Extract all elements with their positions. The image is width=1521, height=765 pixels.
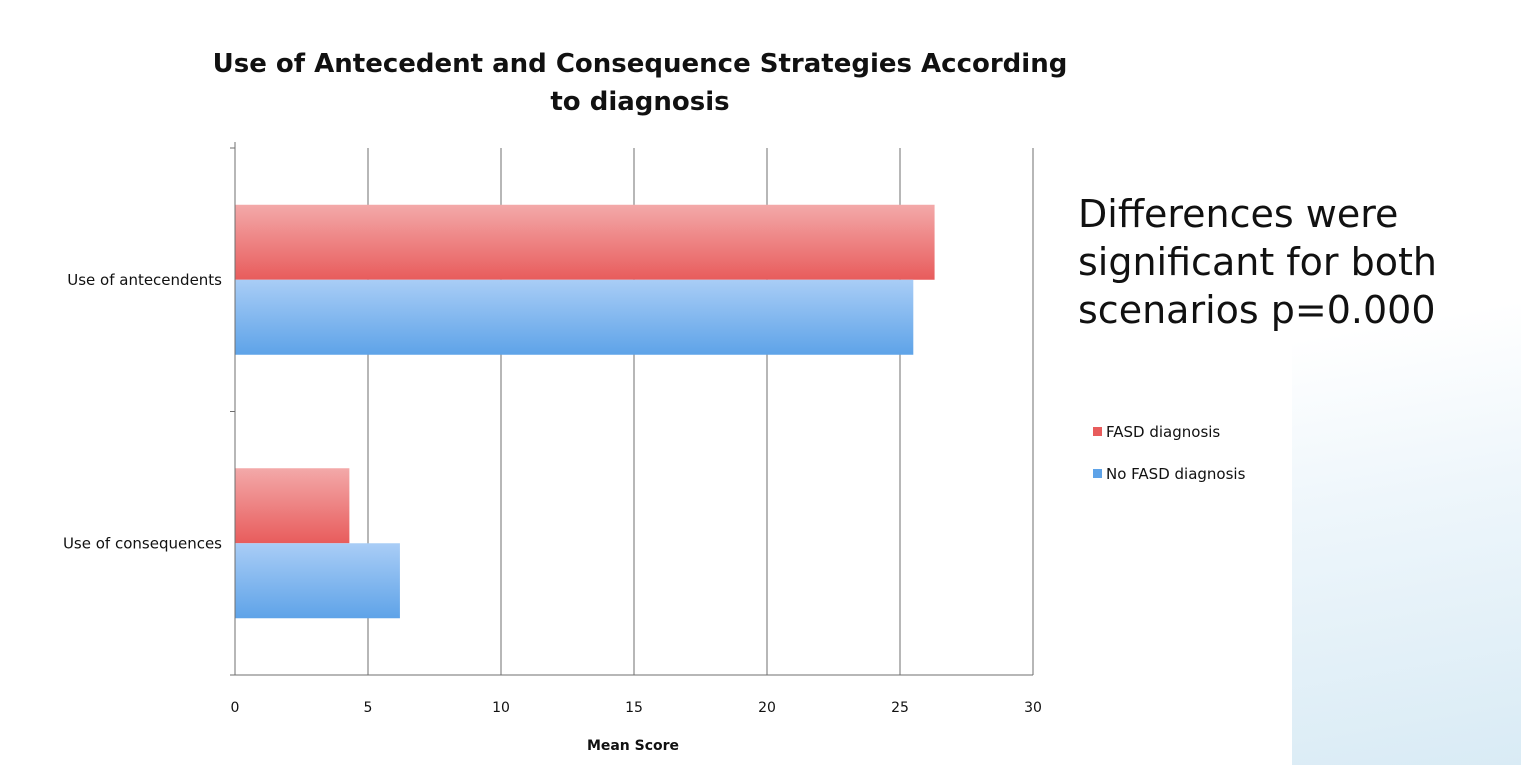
chart-title-line-2: to diagnosis (550, 87, 729, 117)
significance-note-line-2: significant for both (1078, 240, 1437, 284)
significance-note-line-1: Differences were (1078, 192, 1399, 236)
legend-swatch-no-fasd (1093, 469, 1102, 478)
bar-fasd-consequences (235, 468, 350, 544)
chart-title: Use of Antecedent and Consequence Strate… (213, 49, 1068, 117)
x-tick-label: 0 (231, 700, 240, 716)
category-labels: Use of antecendents Use of consequences (63, 271, 222, 553)
significance-note: Differences were significant for both sc… (1078, 190, 1518, 334)
x-axis-title: Mean Score (587, 738, 679, 754)
x-tick-label: 10 (492, 700, 510, 716)
legend-label-fasd: FASD diagnosis (1106, 423, 1220, 441)
legend: FASD diagnosis No FASD diagnosis (1093, 423, 1246, 483)
significance-note-line-3: scenarios p=0.000 (1078, 288, 1436, 332)
x-tick-label: 5 (364, 700, 373, 716)
category-label: Use of consequences (63, 534, 222, 552)
x-tick-labels: 0 5 10 15 20 25 30 (231, 700, 1042, 716)
x-tick-label: 20 (758, 700, 776, 716)
x-tick-label: 15 (625, 700, 643, 716)
axes (230, 142, 1033, 676)
bar-chart: Use of Antecedent and Consequence Strate… (63, 49, 1246, 754)
bar-no-fasd-antecedents (235, 279, 914, 355)
bar-fasd-antecedents (235, 204, 935, 280)
chart-title-line-1: Use of Antecedent and Consequence Strate… (213, 49, 1068, 79)
bar-no-fasd-consequences (235, 543, 400, 619)
legend-swatch-fasd (1093, 427, 1102, 436)
chart-panel: Use of Antecedent and Consequence Strate… (62, 49, 1437, 754)
x-tick-label: 30 (1024, 700, 1042, 716)
legend-label-no-fasd: No FASD diagnosis (1106, 465, 1246, 483)
x-tick-label: 25 (891, 700, 909, 716)
bars (235, 204, 935, 619)
category-label: Use of antecendents (67, 271, 222, 289)
